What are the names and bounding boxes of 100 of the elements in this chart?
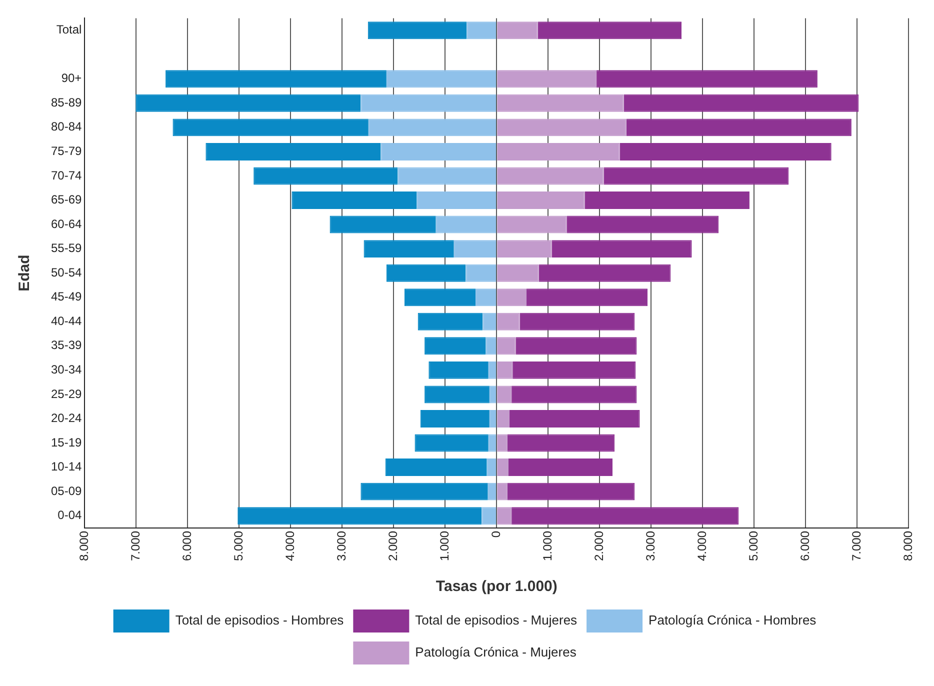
- y-tick-label: Total: [56, 22, 82, 37]
- bar: [497, 70, 597, 88]
- bar: [136, 94, 361, 112]
- bar: [497, 312, 520, 330]
- bar: [386, 70, 496, 88]
- bar: [254, 167, 398, 185]
- y-tick-label: 45-49: [50, 290, 82, 304]
- y-tick-label: 05-09: [50, 484, 82, 498]
- bar: [486, 458, 496, 476]
- bar: [360, 482, 488, 500]
- x-tick-label: 8.000: [900, 530, 915, 561]
- x-tick-label: 6.000: [180, 530, 194, 561]
- x-tick-label: 1.000: [540, 530, 554, 561]
- x-tick-label: 5.000: [746, 530, 760, 561]
- y-tick-label: 15-19: [50, 435, 82, 450]
- legend-label: Total de episodios - Hombres: [175, 612, 344, 628]
- bar: [566, 216, 719, 234]
- bar: [416, 192, 496, 209]
- y-tick-label: 85-89: [50, 95, 82, 110]
- x-tick-label: 2.000: [592, 530, 606, 561]
- x-tick-label: 3.000: [643, 530, 658, 561]
- bar: [620, 142, 832, 160]
- bar: [497, 142, 620, 160]
- bar: [584, 192, 750, 209]
- y-tick-label: 0-04: [58, 508, 82, 522]
- x-tick-label: 5.000: [231, 530, 246, 561]
- bar: [512, 361, 636, 379]
- y-tick-label: 75-79: [50, 144, 82, 158]
- bar: [486, 337, 496, 355]
- bar: [512, 386, 637, 404]
- x-tick-label: 3.000: [334, 530, 348, 561]
- bar: [497, 240, 552, 258]
- bar: [552, 240, 692, 258]
- x-tick-label: 2.000: [386, 530, 400, 561]
- bar: [238, 507, 482, 525]
- x-tick-label: 8.000: [77, 530, 92, 561]
- bar: [368, 22, 467, 40]
- bar: [497, 118, 626, 136]
- bar: [488, 482, 496, 500]
- x-tick-label: 4.000: [694, 530, 709, 561]
- bar: [510, 410, 640, 428]
- bar: [476, 288, 496, 306]
- y-tick-label: 55-59: [50, 241, 82, 256]
- y-tick-label: 30-34: [50, 362, 82, 376]
- y-axis-title: Edad: [16, 254, 34, 292]
- y-tick-label: 65-69: [50, 192, 82, 207]
- legend-label: Patología Crónica - Mujeres: [415, 644, 577, 660]
- bar: [420, 410, 490, 428]
- bar: [624, 94, 859, 112]
- y-tick-label: 10-14: [50, 460, 82, 474]
- legend-label: Total de episodios - Mujeres: [415, 612, 578, 628]
- x-tick-label: 1.000: [437, 530, 452, 561]
- bar: [489, 410, 496, 428]
- y-tick-label: 70-74: [50, 168, 82, 182]
- bar: [466, 264, 496, 282]
- bar: [386, 264, 466, 282]
- x-tick-label: 7.000: [128, 530, 142, 561]
- bar: [488, 434, 496, 452]
- bar: [497, 482, 508, 500]
- bar: [414, 434, 488, 452]
- bar: [398, 167, 496, 185]
- bar: [172, 118, 368, 136]
- y-tick-label: 80-84: [50, 120, 82, 134]
- bar: [428, 361, 488, 379]
- bar: [380, 142, 496, 160]
- x-tick-label: 6.000: [798, 530, 812, 561]
- bar: [368, 118, 496, 136]
- x-tick-label: 0: [488, 530, 503, 538]
- y-tick-label: 60-64: [50, 216, 82, 231]
- bar: [488, 361, 496, 379]
- bar: [424, 337, 486, 355]
- bar: [166, 70, 386, 88]
- bar: [466, 22, 496, 40]
- bar: [418, 312, 483, 330]
- bar: [497, 167, 604, 185]
- bar: [497, 264, 539, 282]
- y-tick-label: 35-39: [50, 338, 82, 352]
- bar: [489, 386, 496, 404]
- bar: [206, 142, 381, 160]
- bar: [604, 167, 789, 185]
- bar: [507, 434, 615, 452]
- y-tick-label: 40-44: [50, 314, 82, 328]
- bar: [497, 94, 624, 112]
- bar: [436, 216, 496, 234]
- bar: [292, 192, 417, 209]
- bar: [508, 458, 613, 476]
- y-tick-label: 20-24: [50, 411, 82, 426]
- bar: [385, 458, 487, 476]
- bar: [497, 288, 527, 306]
- bar: [520, 312, 635, 330]
- bar: [497, 192, 585, 209]
- bar: [512, 507, 739, 525]
- x-tick-label: 4.000: [282, 530, 297, 561]
- bar: [507, 482, 635, 500]
- bar: [330, 216, 436, 234]
- legend-label: Patología Crónica - Hombres: [648, 612, 817, 628]
- bar: [516, 337, 637, 355]
- bar: [497, 216, 567, 234]
- bar: [364, 240, 454, 258]
- bar: [497, 434, 508, 452]
